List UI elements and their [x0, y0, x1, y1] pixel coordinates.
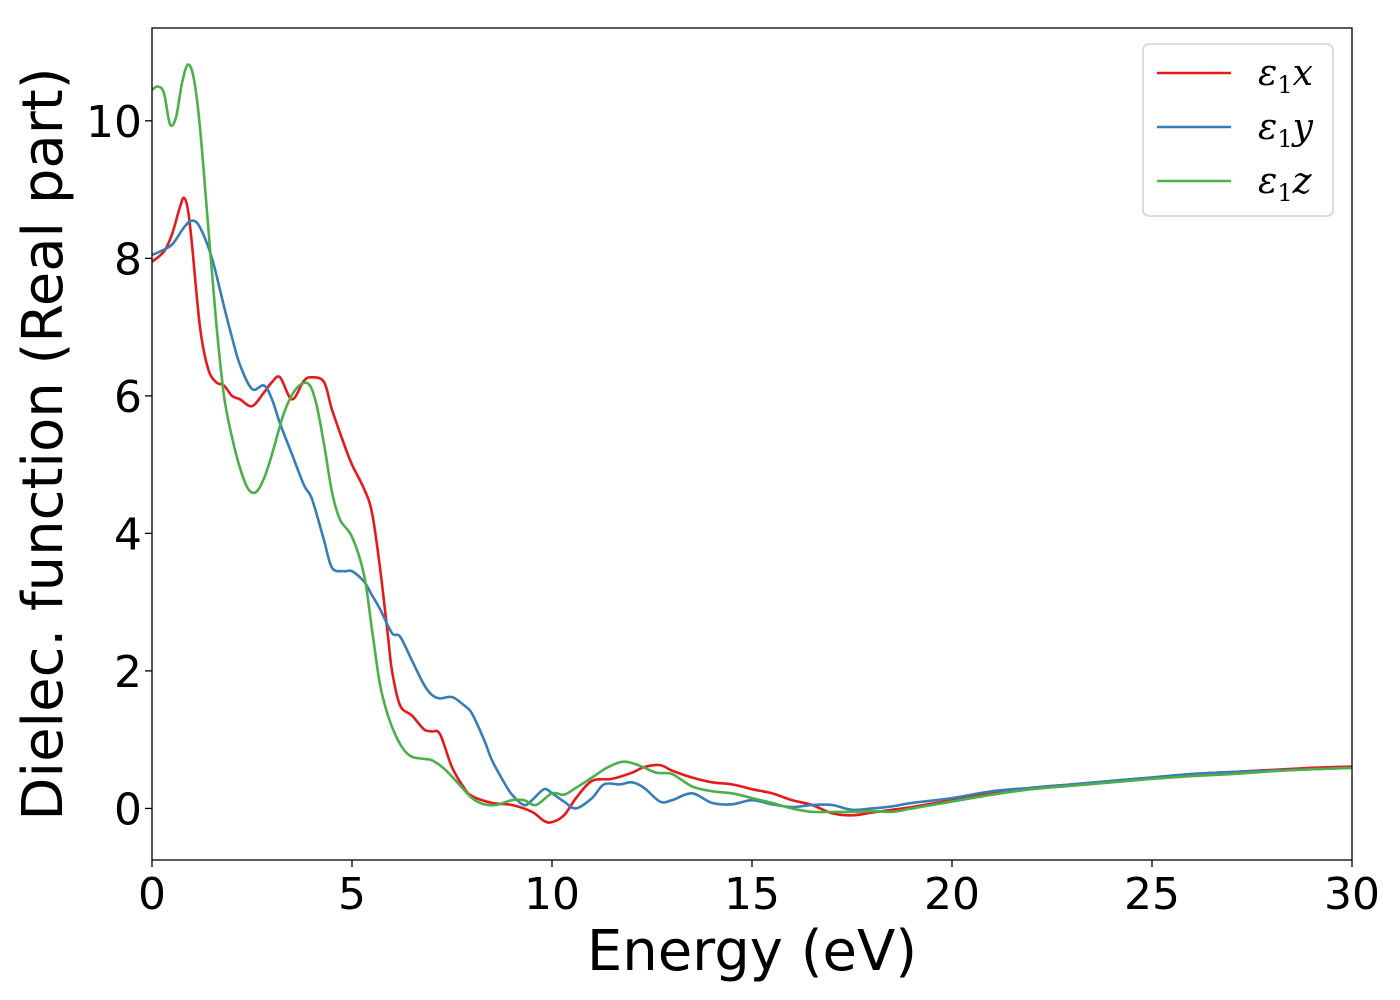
x-tick-label: 10 — [524, 869, 580, 920]
x-tick-label: 25 — [1124, 869, 1180, 920]
x-tick-label: 15 — [724, 869, 780, 920]
y-axis: 0 2 4 6 8 10 — [86, 97, 152, 835]
y-tick-label: 4 — [114, 509, 142, 560]
series-layer — [151, 63, 1353, 824]
y-tick-label: 6 — [114, 372, 142, 423]
series-line-x — [151, 196, 1353, 824]
series-line-y — [151, 219, 1353, 812]
legend-label-z: ε1z — [1258, 161, 1313, 207]
y-tick-label: 10 — [86, 97, 142, 148]
legend-items: ε1x ε1y ε1z — [1157, 53, 1314, 207]
x-tick-label: 30 — [1324, 869, 1380, 920]
x-tick-label: 5 — [338, 869, 366, 920]
legend-box — [1142, 43, 1334, 217]
x-axis: 0 5 10 15 20 25 30 — [138, 860, 1380, 920]
y-axis-label: Dielec. function (Real part) — [11, 67, 76, 820]
y-tick-label: 2 — [114, 647, 142, 698]
x-axis-label: Energy (eV) — [587, 919, 917, 984]
legend-label-y: ε1y — [1258, 107, 1314, 153]
x-tick-label: 20 — [924, 869, 980, 920]
legend: ε1x ε1y ε1z — [1142, 43, 1334, 217]
series-line-z — [151, 63, 1353, 814]
y-tick-label: 0 — [114, 784, 142, 835]
legend-label-x: ε1x — [1258, 53, 1313, 99]
y-tick-label: 8 — [114, 234, 142, 285]
x-tick-label: 0 — [138, 869, 166, 920]
